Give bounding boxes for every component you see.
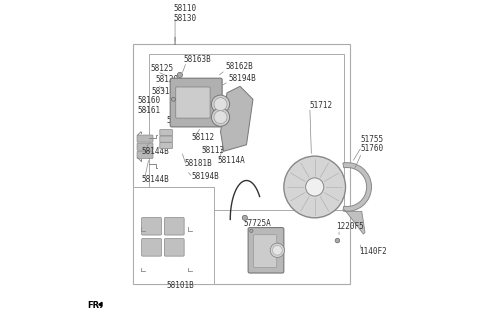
Polygon shape bbox=[99, 302, 102, 306]
Circle shape bbox=[214, 98, 227, 111]
Text: 58144B: 58144B bbox=[142, 175, 169, 184]
FancyBboxPatch shape bbox=[248, 228, 284, 273]
Text: 58163B: 58163B bbox=[183, 55, 211, 64]
Text: 1140F2: 1140F2 bbox=[360, 247, 387, 256]
Text: 58120: 58120 bbox=[156, 75, 179, 84]
Text: 1351J3: 1351J3 bbox=[248, 233, 276, 242]
Circle shape bbox=[273, 245, 282, 255]
Text: 58162B: 58162B bbox=[226, 62, 253, 72]
FancyBboxPatch shape bbox=[164, 217, 184, 235]
Text: 58194B: 58194B bbox=[192, 172, 220, 181]
FancyBboxPatch shape bbox=[142, 217, 161, 235]
Polygon shape bbox=[344, 210, 365, 234]
Polygon shape bbox=[220, 86, 253, 151]
Circle shape bbox=[306, 178, 324, 196]
Text: 58163B: 58163B bbox=[167, 116, 195, 125]
Circle shape bbox=[242, 215, 248, 220]
Bar bbox=[133, 44, 350, 284]
FancyBboxPatch shape bbox=[176, 87, 210, 118]
Circle shape bbox=[211, 108, 229, 126]
FancyBboxPatch shape bbox=[253, 235, 276, 268]
Text: 58114A: 58114A bbox=[218, 156, 246, 165]
FancyBboxPatch shape bbox=[164, 238, 184, 256]
Text: 58314: 58314 bbox=[152, 87, 175, 96]
Circle shape bbox=[214, 111, 227, 124]
Wedge shape bbox=[343, 163, 372, 211]
Text: 58144B: 58144B bbox=[142, 147, 169, 156]
FancyBboxPatch shape bbox=[160, 136, 172, 142]
Circle shape bbox=[335, 238, 340, 243]
Text: 58160
58161: 58160 58161 bbox=[138, 96, 161, 115]
Text: 58113: 58113 bbox=[202, 146, 225, 155]
Circle shape bbox=[270, 243, 285, 257]
Circle shape bbox=[171, 97, 175, 101]
FancyBboxPatch shape bbox=[160, 130, 172, 136]
FancyBboxPatch shape bbox=[137, 135, 153, 142]
FancyBboxPatch shape bbox=[142, 238, 161, 256]
FancyBboxPatch shape bbox=[137, 151, 153, 158]
Text: 58181B: 58181B bbox=[185, 159, 213, 168]
FancyBboxPatch shape bbox=[170, 78, 222, 127]
Text: 51712: 51712 bbox=[310, 101, 333, 110]
Text: FR.: FR. bbox=[87, 301, 103, 310]
Text: 58110
58130: 58110 58130 bbox=[173, 4, 196, 23]
Text: 51755
51760: 51755 51760 bbox=[361, 135, 384, 154]
Circle shape bbox=[177, 72, 182, 77]
FancyBboxPatch shape bbox=[160, 142, 172, 149]
Text: 58101B: 58101B bbox=[167, 281, 195, 290]
Text: 1220F5: 1220F5 bbox=[336, 222, 363, 232]
Text: 58125: 58125 bbox=[151, 64, 174, 73]
Text: 57725A: 57725A bbox=[243, 219, 271, 228]
Text: 58194B: 58194B bbox=[228, 74, 256, 83]
Bar bbox=[149, 54, 344, 210]
Circle shape bbox=[284, 156, 346, 218]
Text: 58112: 58112 bbox=[192, 133, 215, 142]
Circle shape bbox=[250, 229, 253, 233]
Circle shape bbox=[211, 95, 229, 113]
Bar bbox=[133, 187, 214, 284]
FancyBboxPatch shape bbox=[137, 143, 153, 150]
